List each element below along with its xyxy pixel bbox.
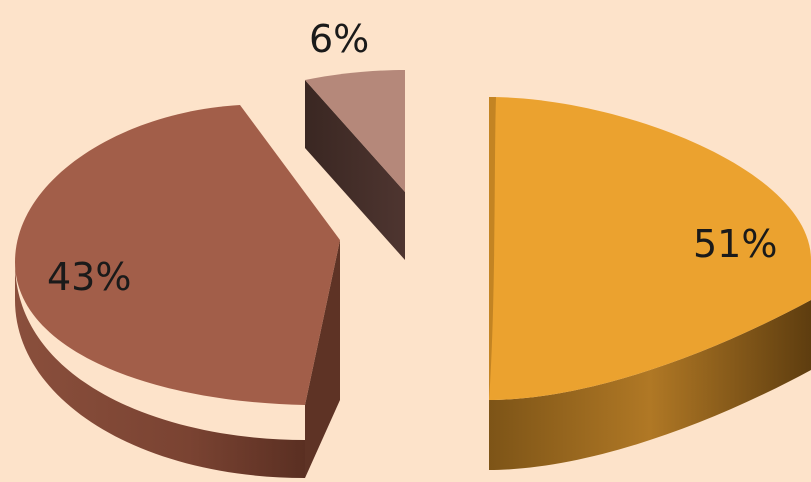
data-label-1: 6%: [309, 17, 369, 61]
slice-0-side: [489, 300, 811, 470]
slice-2-top: [15, 105, 340, 405]
slice-1-top: [305, 70, 405, 192]
slice-1-side: [305, 80, 405, 260]
slice-0-edge: [489, 97, 496, 400]
slice-0: [489, 97, 811, 470]
slice-2-side: [15, 262, 305, 478]
data-label-0: 51%: [693, 222, 777, 266]
data-label-2: 43%: [47, 255, 131, 299]
slice-0-top: [489, 97, 811, 400]
slice-1: [305, 70, 405, 260]
slice-2: [15, 105, 340, 478]
slice-2-side-inner: [305, 240, 340, 478]
